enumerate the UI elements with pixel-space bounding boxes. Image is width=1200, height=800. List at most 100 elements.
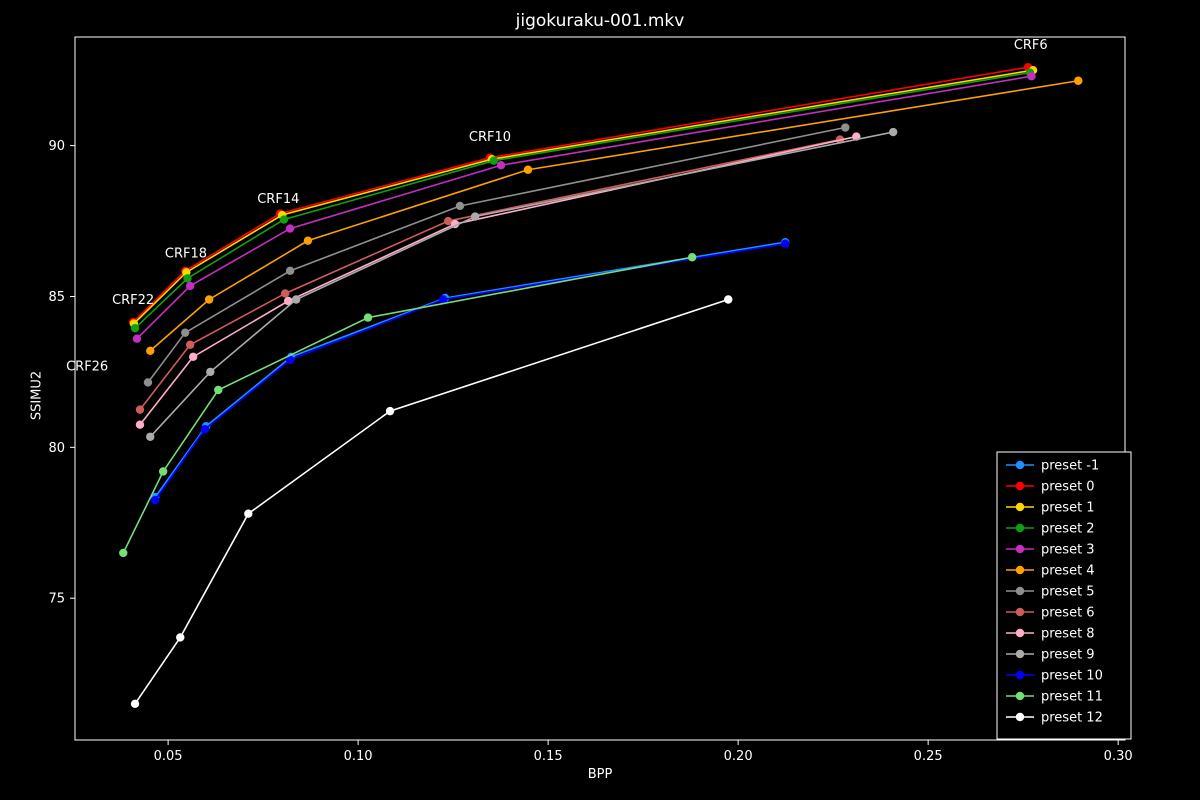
x-tick-label: 0.30	[1104, 749, 1133, 764]
legend-swatch-marker	[1015, 691, 1025, 701]
y-axis-label: SSIMU2	[29, 370, 45, 421]
series-line	[149, 131, 894, 438]
legend-swatch-marker	[1015, 712, 1025, 722]
legend-item: preset 8	[1006, 627, 1095, 642]
legend-swatch-marker	[1015, 649, 1025, 659]
series-line	[139, 138, 841, 411]
legend-item: preset 10	[1006, 669, 1103, 684]
x-tick-label: 0.20	[724, 749, 753, 764]
legend: preset -1 preset 0 preset 1 preset 2 preset …	[996, 451, 1132, 740]
data-point-marker	[523, 165, 533, 174]
data-point-marker	[363, 313, 373, 322]
legend-item: preset 6	[1006, 606, 1095, 621]
data-point-marker	[888, 127, 898, 137]
x-tick-label: 0.15	[534, 749, 563, 764]
legend-label: preset 8	[1041, 627, 1095, 642]
series-preset-6	[135, 135, 845, 414]
legend-swatch-marker	[1015, 523, 1025, 533]
data-point-marker	[439, 295, 448, 304]
chart-title: jigokuraku-001.mkv	[515, 11, 685, 31]
series-preset-11	[119, 253, 697, 558]
series-preset-2	[130, 68, 1035, 333]
legend-item: preset -1	[1006, 459, 1099, 474]
legend-swatch-marker	[1015, 586, 1025, 596]
crf-annotation: CRF14	[257, 192, 299, 207]
data-point-marker	[291, 295, 301, 304]
data-point-marker	[1027, 72, 1036, 81]
series-preset-5	[143, 123, 850, 387]
y-tick-label: 75	[48, 592, 65, 607]
legend-label: preset 2	[1041, 522, 1095, 537]
data-point-marker	[119, 548, 128, 558]
data-point-marker	[185, 340, 195, 349]
data-point-marker	[130, 323, 140, 333]
data-point-marker	[200, 425, 210, 434]
legend-item: preset 3	[1006, 543, 1095, 558]
series-line	[136, 75, 1032, 340]
data-point-marker	[285, 355, 295, 365]
legend-swatch-marker	[1015, 607, 1025, 617]
data-point-marker	[455, 201, 465, 211]
series-preset-4	[146, 76, 1083, 355]
series-preset-3	[132, 72, 1036, 343]
legend-label: preset 0	[1041, 480, 1095, 495]
y-tick-label: 90	[48, 139, 65, 154]
crf-annotation: CRF10	[469, 130, 511, 145]
data-point-marker	[280, 289, 290, 298]
legend-swatch-marker	[1015, 460, 1025, 470]
data-point-marker	[181, 328, 190, 337]
data-point-marker	[146, 432, 155, 441]
legend-label: preset 12	[1041, 711, 1103, 726]
data-point-marker	[185, 281, 195, 291]
data-point-marker	[443, 216, 453, 226]
legend-label: preset 1	[1041, 501, 1095, 516]
legend-swatch-marker	[1015, 565, 1025, 575]
data-point-marker	[146, 346, 155, 355]
legend-swatch-marker	[1015, 502, 1025, 512]
legend-swatch-marker	[1015, 670, 1025, 680]
legend-label: preset 10	[1041, 669, 1103, 684]
data-point-marker	[132, 334, 142, 343]
data-point-marker	[496, 161, 506, 170]
legend-item: preset 5	[1006, 585, 1095, 600]
data-point-marker	[150, 495, 160, 505]
x-tick-label: 0.25	[914, 749, 943, 764]
y-tick-label: 85	[48, 290, 65, 305]
data-point-marker	[385, 406, 395, 416]
plot-border	[74, 36, 1126, 741]
data-point-marker	[724, 295, 733, 304]
data-point-marker	[1074, 76, 1083, 85]
crf-annotation: CRF6	[1014, 38, 1048, 53]
series-line	[154, 241, 786, 498]
data-point-marker	[204, 295, 214, 304]
legend-swatch-marker	[1015, 481, 1025, 491]
data-point-marker	[143, 378, 153, 387]
x-axis-label: BPP	[587, 767, 613, 782]
legend-label: preset 5	[1041, 585, 1095, 600]
legend-item: preset 0	[1006, 480, 1095, 495]
legend-item: preset 11	[1006, 690, 1103, 705]
data-point-marker	[188, 352, 198, 362]
legend-swatch-marker	[1015, 628, 1025, 638]
legend-label: preset 3	[1041, 543, 1095, 558]
legend-item: preset 1	[1006, 501, 1095, 516]
legend-label: preset 6	[1041, 606, 1095, 621]
series-preset-12	[130, 295, 733, 708]
legend-label: preset 9	[1041, 648, 1095, 663]
series-preset-9	[146, 127, 898, 441]
data-point-marker	[244, 509, 253, 518]
crf-annotation: CRF26	[66, 359, 108, 374]
data-point-marker	[183, 274, 192, 283]
y-tick-label: 80	[48, 441, 65, 456]
data-point-marker	[135, 420, 145, 429]
series-line	[149, 79, 1079, 352]
series-preset-10	[150, 239, 790, 505]
legend-label: preset -1	[1041, 459, 1099, 474]
legend-box	[996, 451, 1132, 740]
data-point-marker	[135, 405, 145, 414]
x-tick-label: 0.10	[344, 749, 373, 764]
data-point-marker	[470, 212, 480, 221]
data-point-marker	[781, 239, 790, 248]
legend-swatch-marker	[1015, 544, 1025, 554]
